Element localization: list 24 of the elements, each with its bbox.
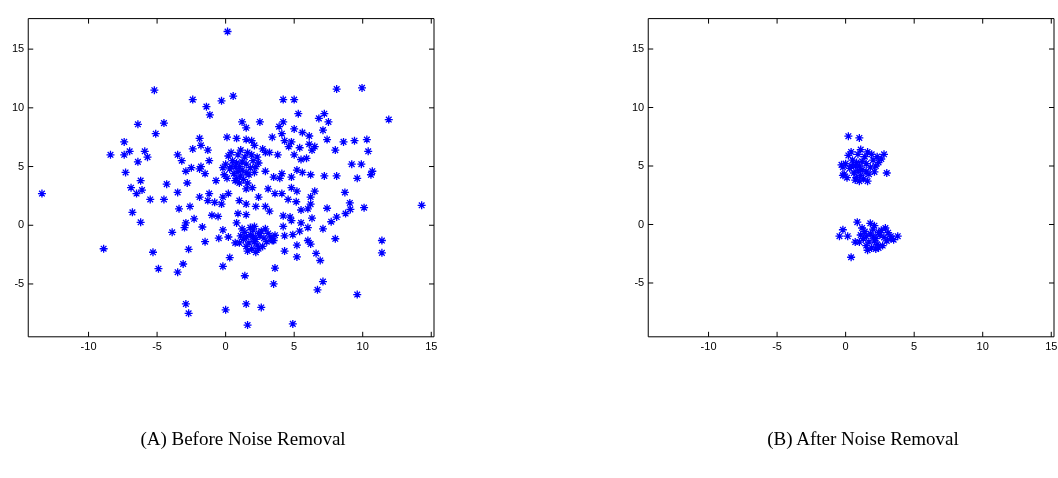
x-tick-label: -5 (772, 340, 782, 353)
x-tick-label: 15 (1045, 340, 1058, 353)
y-tick-label: 15 (631, 42, 645, 55)
x-tick-label: 0 (842, 340, 849, 353)
x-tick-label: -10 (700, 340, 717, 353)
text: (A) Before Noise Removal (139, 428, 347, 450)
x-tick-label: 5 (291, 340, 298, 353)
y-tick-label: 0 (638, 217, 645, 230)
x-tick-label: 10 (356, 340, 369, 353)
x-tick-label: 0 (222, 340, 229, 353)
y-tick-label: -5 (14, 276, 25, 289)
x-tick-label: -10 (80, 340, 97, 353)
y-tick-label: 15 (11, 42, 25, 55)
y-tick-label: 10 (11, 100, 25, 113)
y-tick-label: 5 (638, 159, 645, 172)
y-tick-label: 5 (18, 159, 25, 172)
text: (B) After Noise Removal (766, 428, 960, 450)
y-tick-label: -5 (634, 276, 645, 289)
y-tick-label: 0 (18, 218, 25, 231)
y-tick-label: 10 (631, 100, 645, 113)
x-tick-label: 15 (425, 340, 438, 353)
x-tick-label: 10 (976, 340, 989, 353)
x-tick-label: 5 (911, 340, 918, 353)
x-tick-label: -5 (152, 340, 162, 353)
